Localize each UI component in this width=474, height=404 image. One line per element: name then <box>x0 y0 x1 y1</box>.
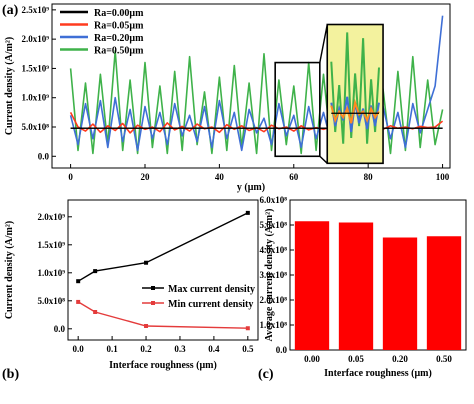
panel-a-inset-connector <box>319 155 328 164</box>
panel-c-label: (c) <box>258 367 274 382</box>
panel-c-bar <box>382 237 418 350</box>
panel-c-ytick-label: 5.0x10⁸ <box>260 220 288 230</box>
panel-b-xtick-label: 0.4 <box>208 344 220 354</box>
panel-c-ytick-label: 0.0 <box>276 345 288 355</box>
panel-b-xtick-label: 0.2 <box>140 344 152 354</box>
panel-c-bar <box>294 221 330 350</box>
panel-a-legend-label: Ra=0.20μm <box>94 33 144 44</box>
panel-a-xtick-label: 40 <box>215 172 225 182</box>
panel-b-xtick-label: 0.0 <box>73 344 85 354</box>
panel-c-xlabel: Interface roughness (μm) <box>324 368 432 379</box>
panel-c-ytick-label: 6.0x10⁸ <box>260 195 288 205</box>
panel-b-ytick-label: 0.0 <box>54 324 66 334</box>
panel-b-xlabel: Interface roughness (μm) <box>109 360 217 371</box>
panel-a-ytick-label: 2.0x10⁹ <box>22 34 50 44</box>
panel-c-xtick-label: 0.00 <box>304 354 320 364</box>
panel-a-legend-label: Ra=0.50μm <box>94 46 144 57</box>
panel-b-data-point <box>144 324 149 328</box>
panel-a-inset-series-green <box>330 32 380 144</box>
panel-b-legend-marker <box>151 301 155 305</box>
panel-c-ytick-label: 2.0x10⁸ <box>260 295 288 305</box>
panel-a-ytick-label: 1.0x10⁹ <box>22 93 50 103</box>
panel-c-bar <box>338 222 374 350</box>
panel-a-xtick-label: 20 <box>140 172 150 182</box>
panel-c-ytick-label: 4.0x10⁸ <box>260 245 288 255</box>
panel-b-data-point <box>245 326 250 331</box>
panel-a-xtick-label: 80 <box>364 172 374 182</box>
panel-b-ytick-label: 1.0x10⁹ <box>38 268 66 278</box>
panel-b-legend-label: Max current density <box>168 284 255 295</box>
panel-a-zoom-box <box>274 61 321 158</box>
panel-b-series-line <box>77 212 249 282</box>
panel-b-label: (b) <box>2 367 19 382</box>
panel-b-xtick-label: 0.5 <box>242 344 254 354</box>
panel-a-inset-box <box>326 23 384 165</box>
panel-b-legend-label: Min current density <box>168 299 253 310</box>
panel-b-ylabel: Current density (A/m²) <box>4 221 15 319</box>
panel-b-legend-marker <box>151 286 155 290</box>
panel-a-xtick-label: 60 <box>289 172 299 182</box>
panel-c-xtick-label: 0.05 <box>348 354 364 364</box>
panel-b-data-point <box>93 269 98 274</box>
panel-b-frame <box>67 199 259 341</box>
panel-a-ytick-label: 2.5x10⁹ <box>22 5 50 15</box>
panel-b-data-point <box>93 310 98 314</box>
panel-a-inset-plot <box>330 32 380 144</box>
panel-b-data-point <box>144 260 149 265</box>
panel-b-xtick-label: 0.1 <box>106 344 118 354</box>
panel-b-ytick-label: 2.0x10⁹ <box>38 212 66 222</box>
panel-a-ytick-label: 0.0 <box>38 151 50 161</box>
panel-a-inset-series-red <box>330 98 380 124</box>
panel-a-xtick-label: 100 <box>436 172 450 182</box>
panel-b-series-line <box>77 301 248 329</box>
panel-b-data-point <box>76 279 81 284</box>
panel-a-label: (a) <box>2 3 19 18</box>
panel-b-ytick-label: 5.0x10⁸ <box>38 296 66 306</box>
panel-a-ylabel: Current density (A/m²) <box>4 37 15 135</box>
panel-a-series-line <box>69 50 444 155</box>
panel-a-xtick-label: 0 <box>68 172 73 182</box>
panel-c-ytick-label: 3.0x10⁸ <box>260 270 288 280</box>
panel-a-frame <box>51 3 451 169</box>
panel-a-ytick-label: 5.0x10⁸ <box>22 122 50 132</box>
panel-c-xtick-label: 0.50 <box>436 354 452 364</box>
panel-b-data-point <box>76 299 81 304</box>
panel-b-xtick-label: 0.3 <box>174 344 186 354</box>
panel-c-xtick-label: 0.20 <box>392 354 408 364</box>
panel-a-legend-label: Ra=0.05μm <box>94 21 144 32</box>
panel-c-bar <box>426 236 462 350</box>
panel-a-legend-label: Ra=0.00μm <box>94 8 144 19</box>
panel-a-inset-connector <box>319 24 328 63</box>
panel-a-xlabel: y (μm) <box>237 182 265 193</box>
panel-b-data-point <box>245 210 250 215</box>
panel-c-ylabel: Average current density (A/m²) <box>264 209 275 342</box>
panel-c-ytick-label: 1.0x10⁸ <box>260 320 288 330</box>
panel-a-ytick-label: 1.5x10⁹ <box>22 63 50 73</box>
panel-b-ytick-label: 1.5x10⁹ <box>38 240 66 250</box>
